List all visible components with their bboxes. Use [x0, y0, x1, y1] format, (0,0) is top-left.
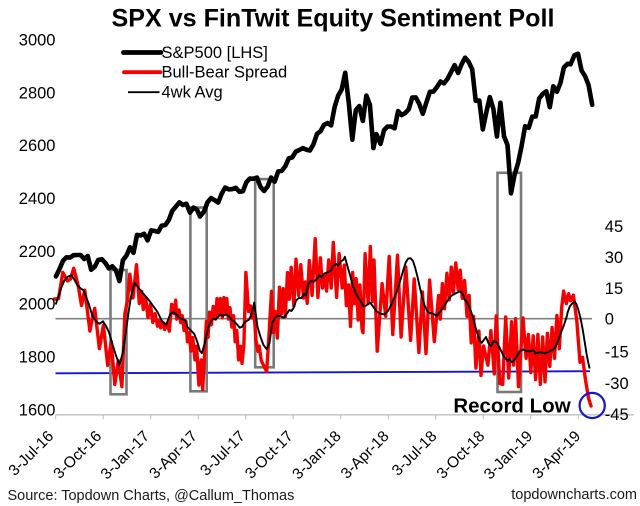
svg-text:Source: Topdown Charts, @Callu: Source: Topdown Charts, @Callum_Thomas [8, 488, 295, 504]
svg-text:0: 0 [605, 311, 614, 329]
svg-text:SPX vs FinTwit Equity Sentimen: SPX vs FinTwit Equity Sentiment Poll [112, 4, 555, 32]
svg-text:15: 15 [605, 280, 623, 298]
svg-text:30: 30 [605, 249, 623, 267]
svg-text:1600: 1600 [19, 402, 56, 420]
svg-text:4wk Avg: 4wk Avg [162, 84, 223, 102]
svg-text:-45: -45 [605, 406, 629, 424]
svg-text:-15: -15 [605, 343, 629, 361]
svg-text:Bull-Bear Spread: Bull-Bear Spread [162, 64, 288, 82]
svg-text:2400: 2400 [19, 190, 56, 208]
svg-text:2200: 2200 [19, 243, 56, 261]
svg-text:1800: 1800 [19, 349, 56, 367]
svg-text:2600: 2600 [19, 137, 56, 155]
svg-text:-30: -30 [605, 375, 629, 393]
svg-text:2800: 2800 [19, 84, 56, 102]
svg-text:2000: 2000 [19, 296, 56, 314]
svg-text:topdowncharts.com: topdowncharts.com [511, 487, 637, 503]
svg-text:45: 45 [605, 218, 623, 236]
svg-text:S&P500 [LHS]: S&P500 [LHS] [162, 44, 268, 62]
svg-text:3000: 3000 [19, 31, 56, 49]
svg-text:Record Low: Record Low [453, 395, 570, 418]
